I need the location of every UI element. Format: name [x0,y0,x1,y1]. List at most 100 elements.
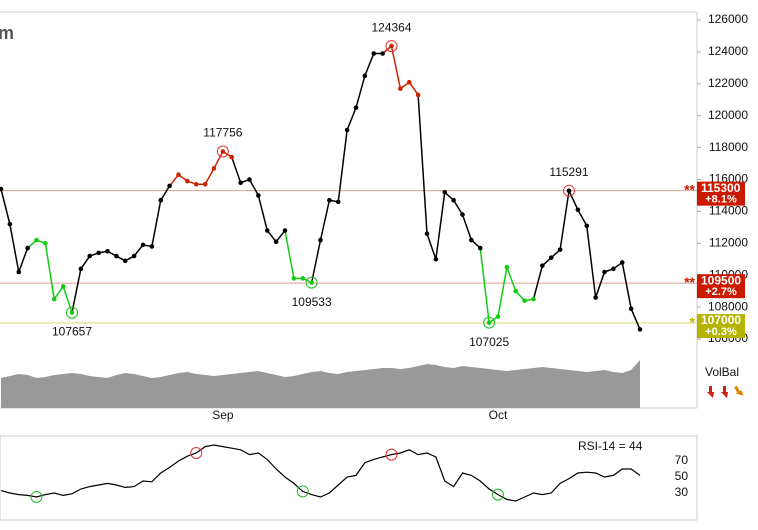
line-segment [364,53,375,77]
line-segment [204,167,215,185]
rsi-extreme-ring [190,447,203,459]
data-point [637,327,643,332]
line-segment [80,255,91,270]
extreme-label: 124364 [371,20,411,34]
line-segment [284,230,295,279]
data-point [114,253,119,259]
line-segment [337,129,348,202]
level-marker: * [690,314,696,330]
data-point [575,207,581,213]
data-point [256,193,261,198]
data-point [398,86,403,91]
data-point [96,250,101,256]
volume-area [1,360,640,408]
data-point [362,73,368,79]
data-point [353,105,359,111]
extreme-ring [66,306,78,319]
line-segment [355,75,366,108]
data-point [584,223,590,229]
data-point [149,244,155,249]
data-point [60,284,66,289]
y-tick-label: 108000 [708,299,748,313]
rsi-tick-label: 50 [675,469,689,483]
line-segment [0,188,11,225]
data-point [504,264,510,270]
line-segment [532,265,544,300]
data-point [87,253,93,259]
data-point [78,266,84,272]
data-point [43,241,48,246]
extreme-ring [216,145,229,158]
data-point [69,310,75,315]
extreme-label: 109533 [292,295,332,309]
extreme-label: 115291 [549,165,588,179]
line-segment [213,151,224,169]
line-segment [452,199,464,215]
line-segment [435,192,446,260]
line-segment [266,230,277,243]
rsi-tick-label: 70 [675,453,689,467]
data-point [282,228,288,233]
line-segment [310,239,322,283]
line-segment [586,225,597,298]
line-segment [426,233,437,260]
data-point [105,248,110,254]
y-tick-label: 126000 [708,12,748,26]
data-point [25,245,30,251]
line-segment [257,195,268,231]
data-point [51,296,57,302]
data-point [513,288,519,294]
data-point [16,269,22,275]
data-point [593,295,598,300]
rsi-frame [0,435,698,521]
y-tick-label: 124000 [708,44,748,58]
line-segment [346,107,357,131]
data-point [247,177,252,182]
line-segment [133,244,144,257]
line-segment [497,267,508,317]
rsi-line [0,444,641,502]
data-point [495,314,501,319]
line-segment [621,262,632,309]
data-point [131,253,137,259]
extreme-ring [563,184,575,197]
rsi-extreme-ring [385,448,398,461]
line-segment [594,271,606,298]
line-segment [577,209,588,227]
line-segment [417,94,428,234]
line-segment [461,214,473,241]
chart-title: m [0,23,14,43]
data-point [202,181,208,187]
line-segment [408,81,419,96]
level-value: 107000 [701,313,741,327]
data-point [185,178,190,184]
arrow [734,385,744,396]
line-segment [44,243,55,300]
data-point [264,228,270,233]
level-change: +8.1% [705,194,737,206]
line-segment [62,286,73,313]
extreme-label: 107657 [52,325,92,339]
level-change: +0.3% [705,326,737,338]
rsi-label: RSI-14 = 44 [578,439,643,453]
line-segment [9,224,20,273]
level-value: 115300 [701,181,741,195]
level-change: +2.7% [705,286,737,298]
data-point [122,258,128,264]
data-point [158,197,164,203]
y-tick-label: 114000 [709,204,748,218]
data-point [344,127,350,133]
extreme-label: 117756 [203,126,242,140]
extreme-ring [385,40,398,53]
data-point [211,166,217,171]
arrow [721,386,728,398]
data-point [415,92,421,98]
y-tick-label: 118000 [709,140,748,154]
data-point [291,276,297,281]
data-point [469,237,474,243]
volbal-arrows [707,385,744,398]
data-point [0,186,4,192]
data-point [7,221,13,227]
line-segment [231,156,242,183]
line-segment [319,200,331,241]
